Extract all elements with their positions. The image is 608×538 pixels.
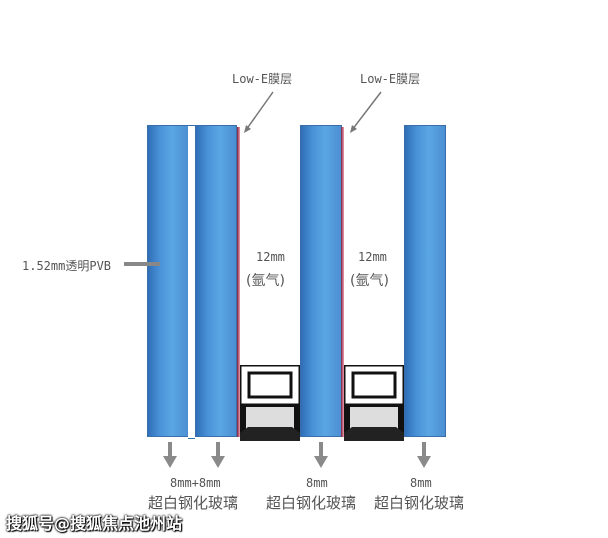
- spacer-2: [344, 365, 404, 441]
- pvb-label: 1.52mm透明PVB: [22, 259, 112, 273]
- glass2-type: 超白钢化玻璃: [266, 494, 357, 512]
- glass2-size: 8mm: [306, 476, 328, 490]
- gap1-gas: (氩气): [246, 273, 285, 289]
- arrow-down-icon: [314, 442, 328, 468]
- gap1-size: 12mm: [256, 250, 285, 264]
- glass3-size: 8mm: [410, 476, 432, 490]
- glass3-type: 超白钢化玻璃: [374, 494, 465, 512]
- pvb-interlayer: [188, 125, 195, 439]
- lowe-label-1: Low-E膜层: [232, 72, 293, 86]
- lowe-label-2: Low-E膜层: [360, 72, 421, 86]
- arrow-down-icon: [211, 442, 225, 468]
- arrow-down-icon: [163, 442, 177, 468]
- lowe-coating-1: [237, 127, 240, 437]
- lowe-coating-2: [341, 127, 344, 437]
- watermark: 搜狐号@搜狐焦点池州站: [6, 514, 183, 533]
- glass1-type: 超白钢化玻璃: [148, 494, 239, 512]
- gap2-gas: (氩气): [350, 273, 389, 289]
- spacer-1: [240, 365, 300, 441]
- glass-pane-1: [147, 125, 189, 437]
- arrow-down-icon: [417, 442, 431, 468]
- gap2-size: 12mm: [358, 250, 387, 264]
- glass1-size: 8mm+8mm: [170, 476, 221, 490]
- glass-pane-4: [404, 125, 446, 437]
- glass-pane-2: [195, 125, 237, 437]
